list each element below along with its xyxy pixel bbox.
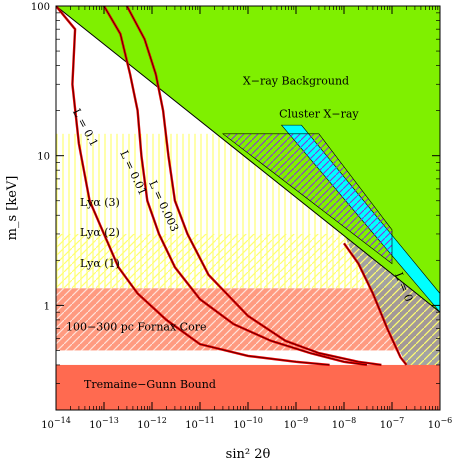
series-outline-1 — [103, 6, 367, 366]
x-axis-title: sin² 2θ — [226, 447, 271, 462]
y-tick-label-2: 100 — [31, 2, 50, 13]
xray-background-label: X−ray Background — [243, 74, 349, 87]
y-tick-label-1: 10 — [37, 152, 50, 163]
x-tick-label-8: 10−6 — [428, 416, 453, 431]
x-tick-label-5: 10−9 — [284, 416, 309, 431]
xray-background-boundary — [56, 6, 440, 313]
purple-hatched-region — [222, 133, 393, 265]
y-tick-label-0: 1 — [44, 301, 50, 312]
x-tick-label-0: 10−14 — [41, 416, 71, 431]
lya-1-label: Lyα (1) — [80, 257, 120, 270]
x-tick-label-7: 10−7 — [380, 416, 405, 431]
x-tick-label-2: 10−12 — [137, 416, 167, 431]
x-tick-label-1: 10−13 — [89, 416, 119, 431]
axes: 10−14 10−13 10−12 10−11 10−10 10−9 10−8 10−7 10−… — [31, 2, 452, 431]
lya-2-label: Lyα (2) — [80, 226, 120, 239]
series — [56, 6, 408, 367]
x-tick-label-6: 10−8 — [332, 416, 357, 431]
tremaine-gunn-label: Tremaine−Gunn Bound — [84, 378, 216, 391]
fornax-core-label: 100−300 pc Fornax Core — [66, 320, 206, 333]
y-axis-title: m_s [keV] — [5, 176, 20, 241]
cluster-xray-label: Cluster X−ray — [279, 107, 359, 120]
lya-3-label: Lyα (3) — [80, 196, 120, 209]
series-outline-2 — [126, 6, 382, 366]
series-outline-0 — [56, 6, 330, 366]
x-tick-label-3: 10−11 — [185, 416, 215, 431]
x-tick-label-4: 10−10 — [233, 416, 263, 431]
series-outline-3 — [343, 243, 407, 366]
